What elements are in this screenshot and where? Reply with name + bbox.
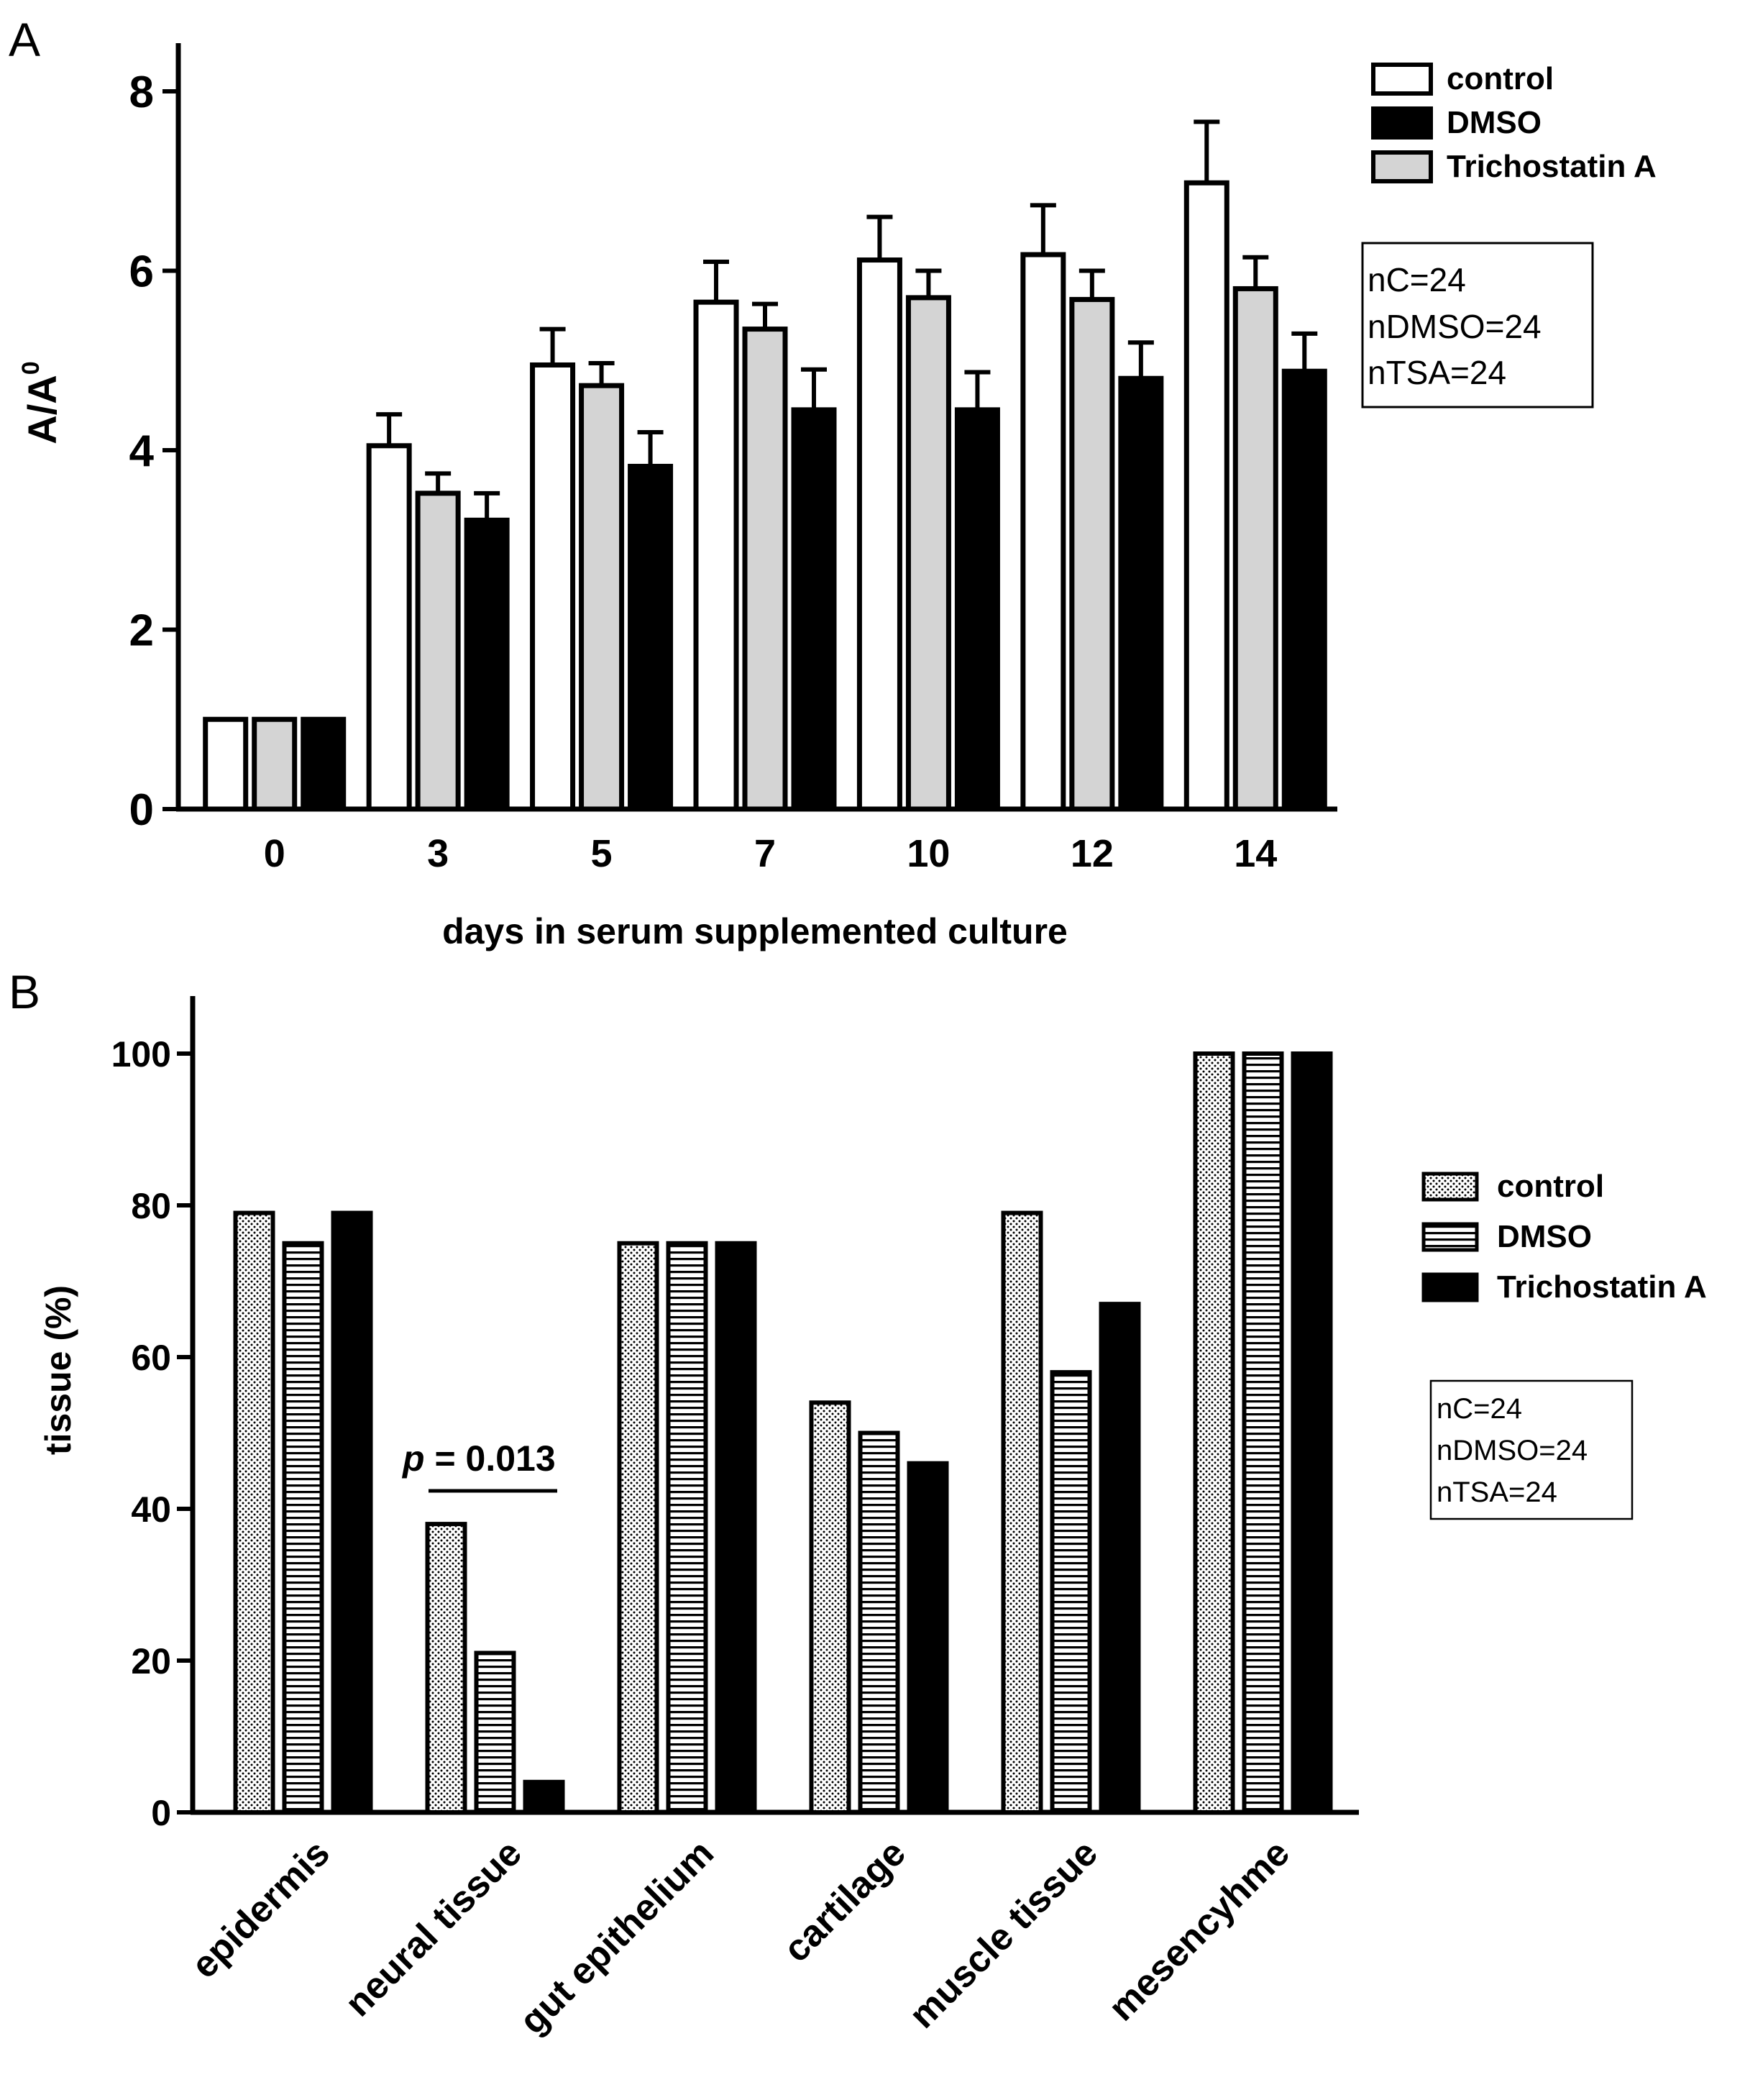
panel-a-bar-control-7 — [693, 299, 739, 812]
p-italic: p — [401, 1438, 425, 1479]
panel-a-bar-trichostatin-a-10 — [954, 407, 1000, 812]
panel-a-y-tick-label-3: 6 — [129, 247, 154, 297]
panel-b-y-tick-label-4: 80 — [131, 1186, 171, 1226]
panel-a-bar-trichostatin-a-0 — [301, 716, 347, 812]
panel-b-bar-trichostatin-a-gut-epithelium — [715, 1241, 757, 1814]
panel-a-bar-control-14 — [1183, 180, 1229, 812]
panel-a-sample-n-dmso: nDMSO=24 — [1368, 308, 1542, 345]
panel-b-bar-trichostatin-a-cartilage — [907, 1461, 949, 1814]
panel-b-bar-dmso-neural-tissue — [474, 1651, 516, 1814]
panel-b-y-tick-label-3: 60 — [131, 1338, 171, 1378]
legend-b-label-control: control — [1497, 1169, 1604, 1204]
panel-a-sample-box — [1361, 242, 1594, 408]
panel-b-sample-box — [1429, 1379, 1634, 1520]
legend-b-swatch-control — [1421, 1172, 1479, 1202]
panel-a-bar-dmso-0 — [252, 716, 298, 812]
panel-a-bar-control-10 — [856, 257, 902, 812]
panel-a-x-tick-label-5: 5 — [591, 832, 613, 875]
panel-b-y-tick-label-5: 100 — [111, 1034, 171, 1074]
panel-b-bar-control-neural-tissue — [425, 1522, 467, 1815]
panel-a-bar-dmso-5 — [579, 383, 625, 812]
panel-b-bar-dmso-epidermis — [282, 1241, 324, 1814]
legend-a-swatch-dmso — [1371, 106, 1433, 140]
legend-a-label-tsa: Trichostatin A — [1447, 149, 1657, 184]
panel-b-bar-trichostatin-a-mesencyhme — [1291, 1051, 1333, 1814]
panel-a-x-tick-label-10: 10 — [907, 832, 950, 875]
panel-a-bar-trichostatin-a-5 — [628, 463, 674, 812]
panel-a-bar-control-5 — [530, 362, 576, 812]
p-value: = 0.013 — [425, 1438, 556, 1479]
panel-a-bar-dmso-12 — [1069, 296, 1115, 812]
panel-b-bar-trichostatin-a-neural-tissue — [523, 1779, 565, 1815]
panel-b-bar-control-mesencyhme — [1193, 1051, 1235, 1814]
panel-a-ylabel-sup: 0 — [17, 361, 45, 375]
panel-b-bar-dmso-gut-epithelium — [666, 1241, 708, 1814]
panel-b-x-tick-label-epidermis: epidermis — [183, 1832, 338, 1986]
panel-a-x-tick-label-3: 3 — [427, 832, 449, 875]
panel-a-letter: A — [9, 13, 40, 66]
panel-b-x-tick-label-gut-epithelium: gut epithelium — [512, 1832, 722, 2042]
panel-b-y-tick-label-2: 40 — [131, 1489, 171, 1530]
legend-a-label-control: control — [1447, 61, 1554, 96]
panel-a-bar-control-0 — [203, 716, 249, 812]
panel-b-letter: B — [9, 965, 40, 1018]
panel-a-ylabel-base: A/A — [19, 375, 65, 444]
legend-b-swatch-tsa — [1421, 1272, 1479, 1302]
panel-b-x-tick-label-mesencyhme: mesencyhme — [1101, 1832, 1298, 2029]
panel-a-bar-dmso-3 — [415, 490, 461, 812]
legend-b-label-dmso: DMSO — [1497, 1219, 1592, 1254]
panel-a-x-tick-label-12: 12 — [1071, 832, 1114, 875]
panel-b-bar-dmso-muscle-tissue — [1050, 1370, 1092, 1814]
panel-a-sample-n-tsa: nTSA=24 — [1368, 354, 1506, 391]
panel-a-x-tick-label-14: 14 — [1234, 832, 1277, 875]
panel-a-bar-trichostatin-a-7 — [791, 407, 837, 812]
panel-b-x-tick-label-muscle-tissue: muscle tissue — [902, 1832, 1106, 2036]
panel-a-sample-n-c: nC=24 — [1368, 261, 1466, 298]
legend-b-label-tsa: Trichostatin A — [1497, 1269, 1707, 1305]
panel-a-y-tick-label-1: 2 — [129, 606, 154, 656]
panel-a-y-tick-label-2: 4 — [129, 426, 155, 476]
legend-a-swatch-tsa — [1371, 150, 1433, 183]
legend-b-swatch-dmso — [1421, 1222, 1479, 1252]
panel-a-bar-control-3 — [366, 443, 412, 812]
panel-a-x-tick-label-7: 7 — [754, 832, 776, 875]
panel-a-bar-trichostatin-a-12 — [1118, 375, 1164, 812]
panel-b-bar-control-muscle-tissue — [1001, 1210, 1043, 1815]
panel-a-y-tick-label-4: 8 — [129, 68, 154, 117]
panel-a-xlabel: days in serum supplemented culture — [442, 911, 1068, 951]
panel-a-bar-trichostatin-a-3 — [464, 517, 510, 812]
panel-b-sample-n-dmso: nDMSO=24 — [1437, 1435, 1588, 1466]
panel-b-bar-control-gut-epithelium — [617, 1241, 659, 1814]
panel-a-plot: 0 2 4 6 8 0 3 5 7 10 12 14 — [129, 43, 1337, 875]
panel-b-bar-trichostatin-a-epidermis — [331, 1210, 373, 1815]
panel-b-bar-dmso-mesencyhme — [1242, 1051, 1284, 1814]
panel-a-bar-trichostatin-a-14 — [1281, 368, 1327, 812]
panel-a-ylabel: A/A0 — [17, 361, 65, 444]
panel-b-bar-control-epidermis — [233, 1210, 275, 1815]
panel-b-y-tick-label-1: 20 — [131, 1641, 171, 1681]
panel-b-sample-n-c: nC=24 — [1437, 1393, 1522, 1425]
panel-a-bar-dmso-14 — [1232, 286, 1278, 812]
panel-a-bar-control-12 — [1020, 252, 1066, 812]
panel-b-ylabel: tissue (%) — [38, 1285, 78, 1455]
panel-b-x-tick-label-neural-tissue: neural tissue — [337, 1832, 530, 2024]
panel-b-bar-control-cartilage — [809, 1400, 851, 1815]
panel-b-p-annotation: p = 0.013 — [401, 1438, 556, 1479]
panel-a-y-tick-label-0: 0 — [129, 785, 154, 835]
legend-a-label-dmso: DMSO — [1447, 105, 1542, 140]
panel-b-sample-n-tsa: nTSA=24 — [1437, 1476, 1557, 1508]
panel-a-x-tick-label-0: 0 — [264, 832, 285, 875]
panel-b-bar-trichostatin-a-muscle-tissue — [1099, 1302, 1141, 1814]
panel-a-bar-dmso-10 — [905, 295, 951, 812]
legend-a-swatch-control — [1371, 63, 1433, 96]
panel-b-x-tick-label-cartilage: cartilage — [776, 1832, 914, 1970]
panel-b-y-tick-label-0: 0 — [151, 1793, 171, 1833]
panel-b-bar-dmso-cartilage — [858, 1430, 900, 1814]
panel-a-bar-dmso-7 — [742, 327, 788, 812]
